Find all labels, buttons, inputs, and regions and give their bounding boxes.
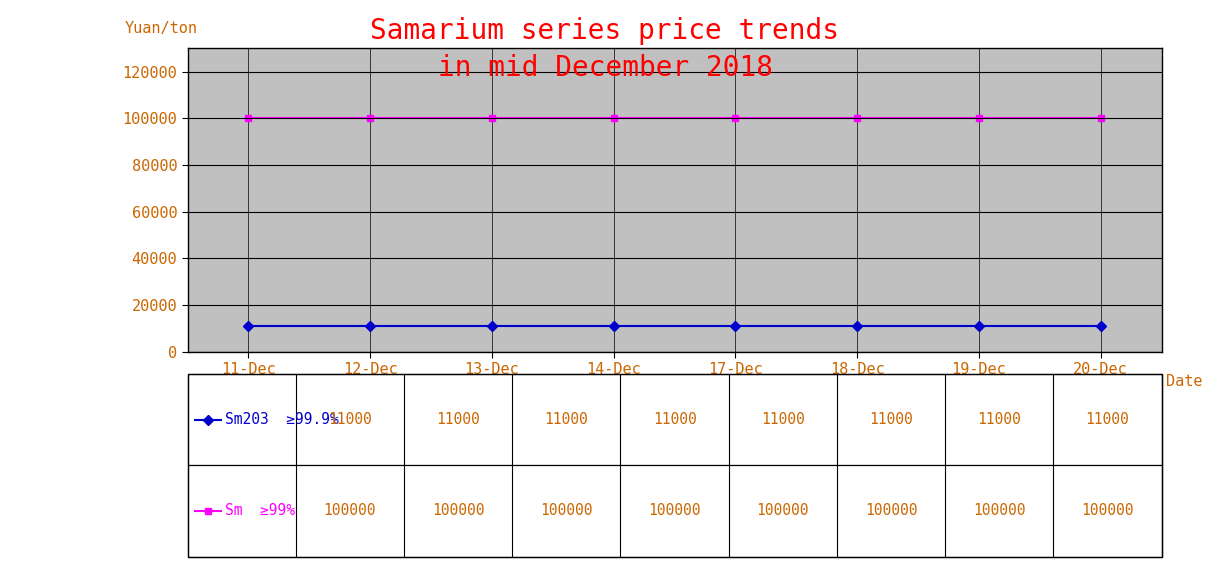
Bar <box>188 374 1162 466</box>
Line: Sm  ≥99%: Sm ≥99% <box>244 115 1105 122</box>
Text: Date: Date <box>1166 374 1203 390</box>
Text: 11000: 11000 <box>869 412 912 427</box>
Bar <box>188 466 1162 557</box>
Text: 11000: 11000 <box>652 412 697 427</box>
Text: 100000: 100000 <box>1082 503 1134 518</box>
Sm  ≥99% <box>241 115 255 121</box>
Text: 100000: 100000 <box>540 503 593 518</box>
Sm  ≥99% <box>728 115 743 121</box>
Text: Sm  ≥99%: Sm ≥99% <box>225 503 295 518</box>
Text: 11000: 11000 <box>544 412 588 427</box>
Sm203  ≥99.9% <box>241 323 255 329</box>
Text: 100000: 100000 <box>432 503 484 518</box>
Text: 11000: 11000 <box>1085 412 1129 427</box>
Text: 100000: 100000 <box>973 503 1026 518</box>
Text: 11000: 11000 <box>437 412 480 427</box>
Text: 11000: 11000 <box>328 412 371 427</box>
Text: 100000: 100000 <box>865 503 917 518</box>
Sm203  ≥99.9% <box>728 323 743 329</box>
Text: Yuan/ton: Yuan/ton <box>125 21 197 36</box>
Text: 11000: 11000 <box>761 412 805 427</box>
Sm203  ≥99.9% <box>972 323 986 329</box>
Text: 11000: 11000 <box>978 412 1021 427</box>
Text: Sm203  ≥99.9%: Sm203 ≥99.9% <box>225 412 339 427</box>
Sm  ≥99% <box>972 115 986 121</box>
Text: 100000: 100000 <box>649 503 701 518</box>
Text: Samarium series price trends
in mid December 2018: Samarium series price trends in mid Dece… <box>370 17 840 82</box>
Sm203  ≥99.9% <box>849 323 864 329</box>
Bar <box>188 374 1162 557</box>
Text: 100000: 100000 <box>323 503 376 518</box>
Sm203  ≥99.9% <box>1094 323 1108 329</box>
Sm  ≥99% <box>363 115 378 121</box>
Line: Sm203  ≥99.9%: Sm203 ≥99.9% <box>244 323 1105 329</box>
Sm203  ≥99.9% <box>363 323 378 329</box>
Sm  ≥99% <box>849 115 864 121</box>
Text: 100000: 100000 <box>756 503 809 518</box>
Sm  ≥99% <box>1094 115 1108 121</box>
Sm203  ≥99.9% <box>606 323 621 329</box>
Sm  ≥99% <box>606 115 621 121</box>
Sm  ≥99% <box>485 115 500 121</box>
Sm203  ≥99.9% <box>485 323 500 329</box>
